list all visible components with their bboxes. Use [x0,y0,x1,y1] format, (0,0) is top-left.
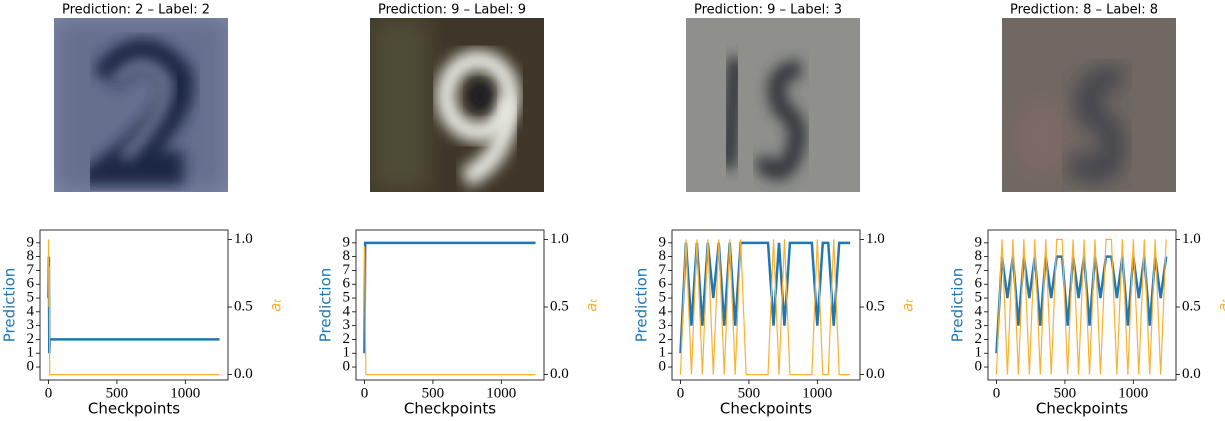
y-tick-label: 6 [975,276,983,292]
axes-frame [39,229,229,381]
chart-title: Prediction: 2 – Label: 2 [62,3,210,18]
y2-tick-label: 0.5 [550,298,569,314]
y-tick-label: 1 [27,345,35,361]
y-tick-label: 2 [975,331,983,347]
axes-frame [987,229,1177,381]
data-line [47,256,220,354]
data-line [995,238,1167,375]
x-tick-label: 0 [45,385,53,401]
x-tick-label: 500 [738,385,761,401]
y-tick-label: 1 [343,345,351,361]
y-tick-label: 4 [659,303,667,319]
x-tick-label: 0 [677,385,685,401]
y2-tick-label: 0.0 [1182,366,1201,382]
x-tick-label: 500 [106,385,129,401]
digit-image [54,18,228,192]
digit-image [370,18,544,192]
x-tick-label: 1000 [170,385,200,401]
y-tick-label: 4 [975,303,983,319]
x-axis-label: Checkpoints [88,400,180,418]
y-tick-label: 4 [27,303,35,319]
x-tick-label: 1000 [802,385,832,401]
y2-tick-label: 1.0 [550,231,569,247]
chart-title: Prediction: 8 – Label: 8 [1010,3,1158,18]
y2-axis-label: aₜ [583,298,601,312]
y-tick-label: 0 [27,358,35,374]
y-tick-label: 5 [343,289,351,305]
y-tick-label: 6 [343,276,351,292]
y2-tick-label: 0.5 [866,298,885,314]
y-tick-label: 0 [975,358,983,374]
y-tick-label: 3 [659,317,667,333]
y-tick-label: 3 [975,317,983,333]
y-tick-label: 8 [659,248,667,264]
y-tick-label: 2 [343,331,351,347]
y-tick-label: 4 [343,303,351,319]
y2-tick-label: 0.0 [550,366,569,382]
x-tick-label: 1000 [486,385,516,401]
digit-image [1002,18,1176,192]
y-axis-label: Prediction [1,268,19,343]
y-tick-label: 5 [975,289,983,305]
y-tick-label: 7 [659,262,667,278]
data-line [679,239,851,376]
axes-frame [671,229,861,381]
y2-tick-label: 1.0 [1182,231,1201,247]
y-tick-label: 3 [343,317,351,333]
y-tick-label: 2 [27,331,35,347]
y-tick-label: 7 [27,262,35,278]
y-tick-label: 9 [27,234,35,250]
digit-image [686,18,860,192]
y-tick-label: 2 [659,331,667,347]
y-axis-label: Prediction [633,268,651,343]
y-tick-label: 1 [659,345,667,361]
y2-tick-label: 1.0 [866,231,885,247]
x-axis-label: Checkpoints [720,400,812,418]
y-tick-label: 9 [343,234,351,250]
x-axis-label: Checkpoints [1036,400,1128,418]
y-tick-label: 7 [975,262,983,278]
y-axis-label: Prediction [317,268,335,343]
data-line [363,241,536,354]
y-tick-label: 9 [659,234,667,250]
y-tick-label: 0 [343,358,351,374]
y-tick-label: 1 [975,345,983,361]
y-tick-label: 7 [343,262,351,278]
y-tick-label: 8 [343,248,351,264]
data-line [47,239,220,376]
axes-frame [355,229,545,381]
y-tick-label: 8 [975,248,983,264]
y2-axis-label: aₜ [267,298,285,312]
y2-tick-label: 0.0 [866,366,885,382]
y-tick-label: 3 [27,317,35,333]
x-tick-label: 500 [1054,385,1077,401]
x-axis-label: Checkpoints [404,400,496,418]
y-tick-label: 9 [975,234,983,250]
y2-tick-label: 0.5 [234,298,253,314]
x-tick-label: 500 [422,385,445,401]
y2-tick-label: 0.5 [1182,298,1201,314]
y2-axis-label: aₜ [899,298,917,312]
y2-tick-label: 0.0 [234,366,253,382]
x-tick-label: 0 [993,385,1001,401]
chart-title: Prediction: 9 – Label: 9 [378,3,526,18]
y2-axis-label: aₜ [1215,298,1225,312]
chart-title: Prediction: 9 – Label: 3 [694,3,842,18]
y-tick-label: 6 [659,276,667,292]
y2-tick-label: 1.0 [234,231,253,247]
data-line [363,246,536,376]
y-tick-label: 8 [27,248,35,264]
x-tick-label: 1000 [1118,385,1148,401]
y-tick-label: 6 [27,276,35,292]
y-tick-label: 5 [659,289,667,305]
x-tick-label: 0 [361,385,369,401]
y-tick-label: 5 [27,289,35,305]
y-tick-label: 0 [659,358,667,374]
y-axis-label: Prediction [949,268,967,343]
